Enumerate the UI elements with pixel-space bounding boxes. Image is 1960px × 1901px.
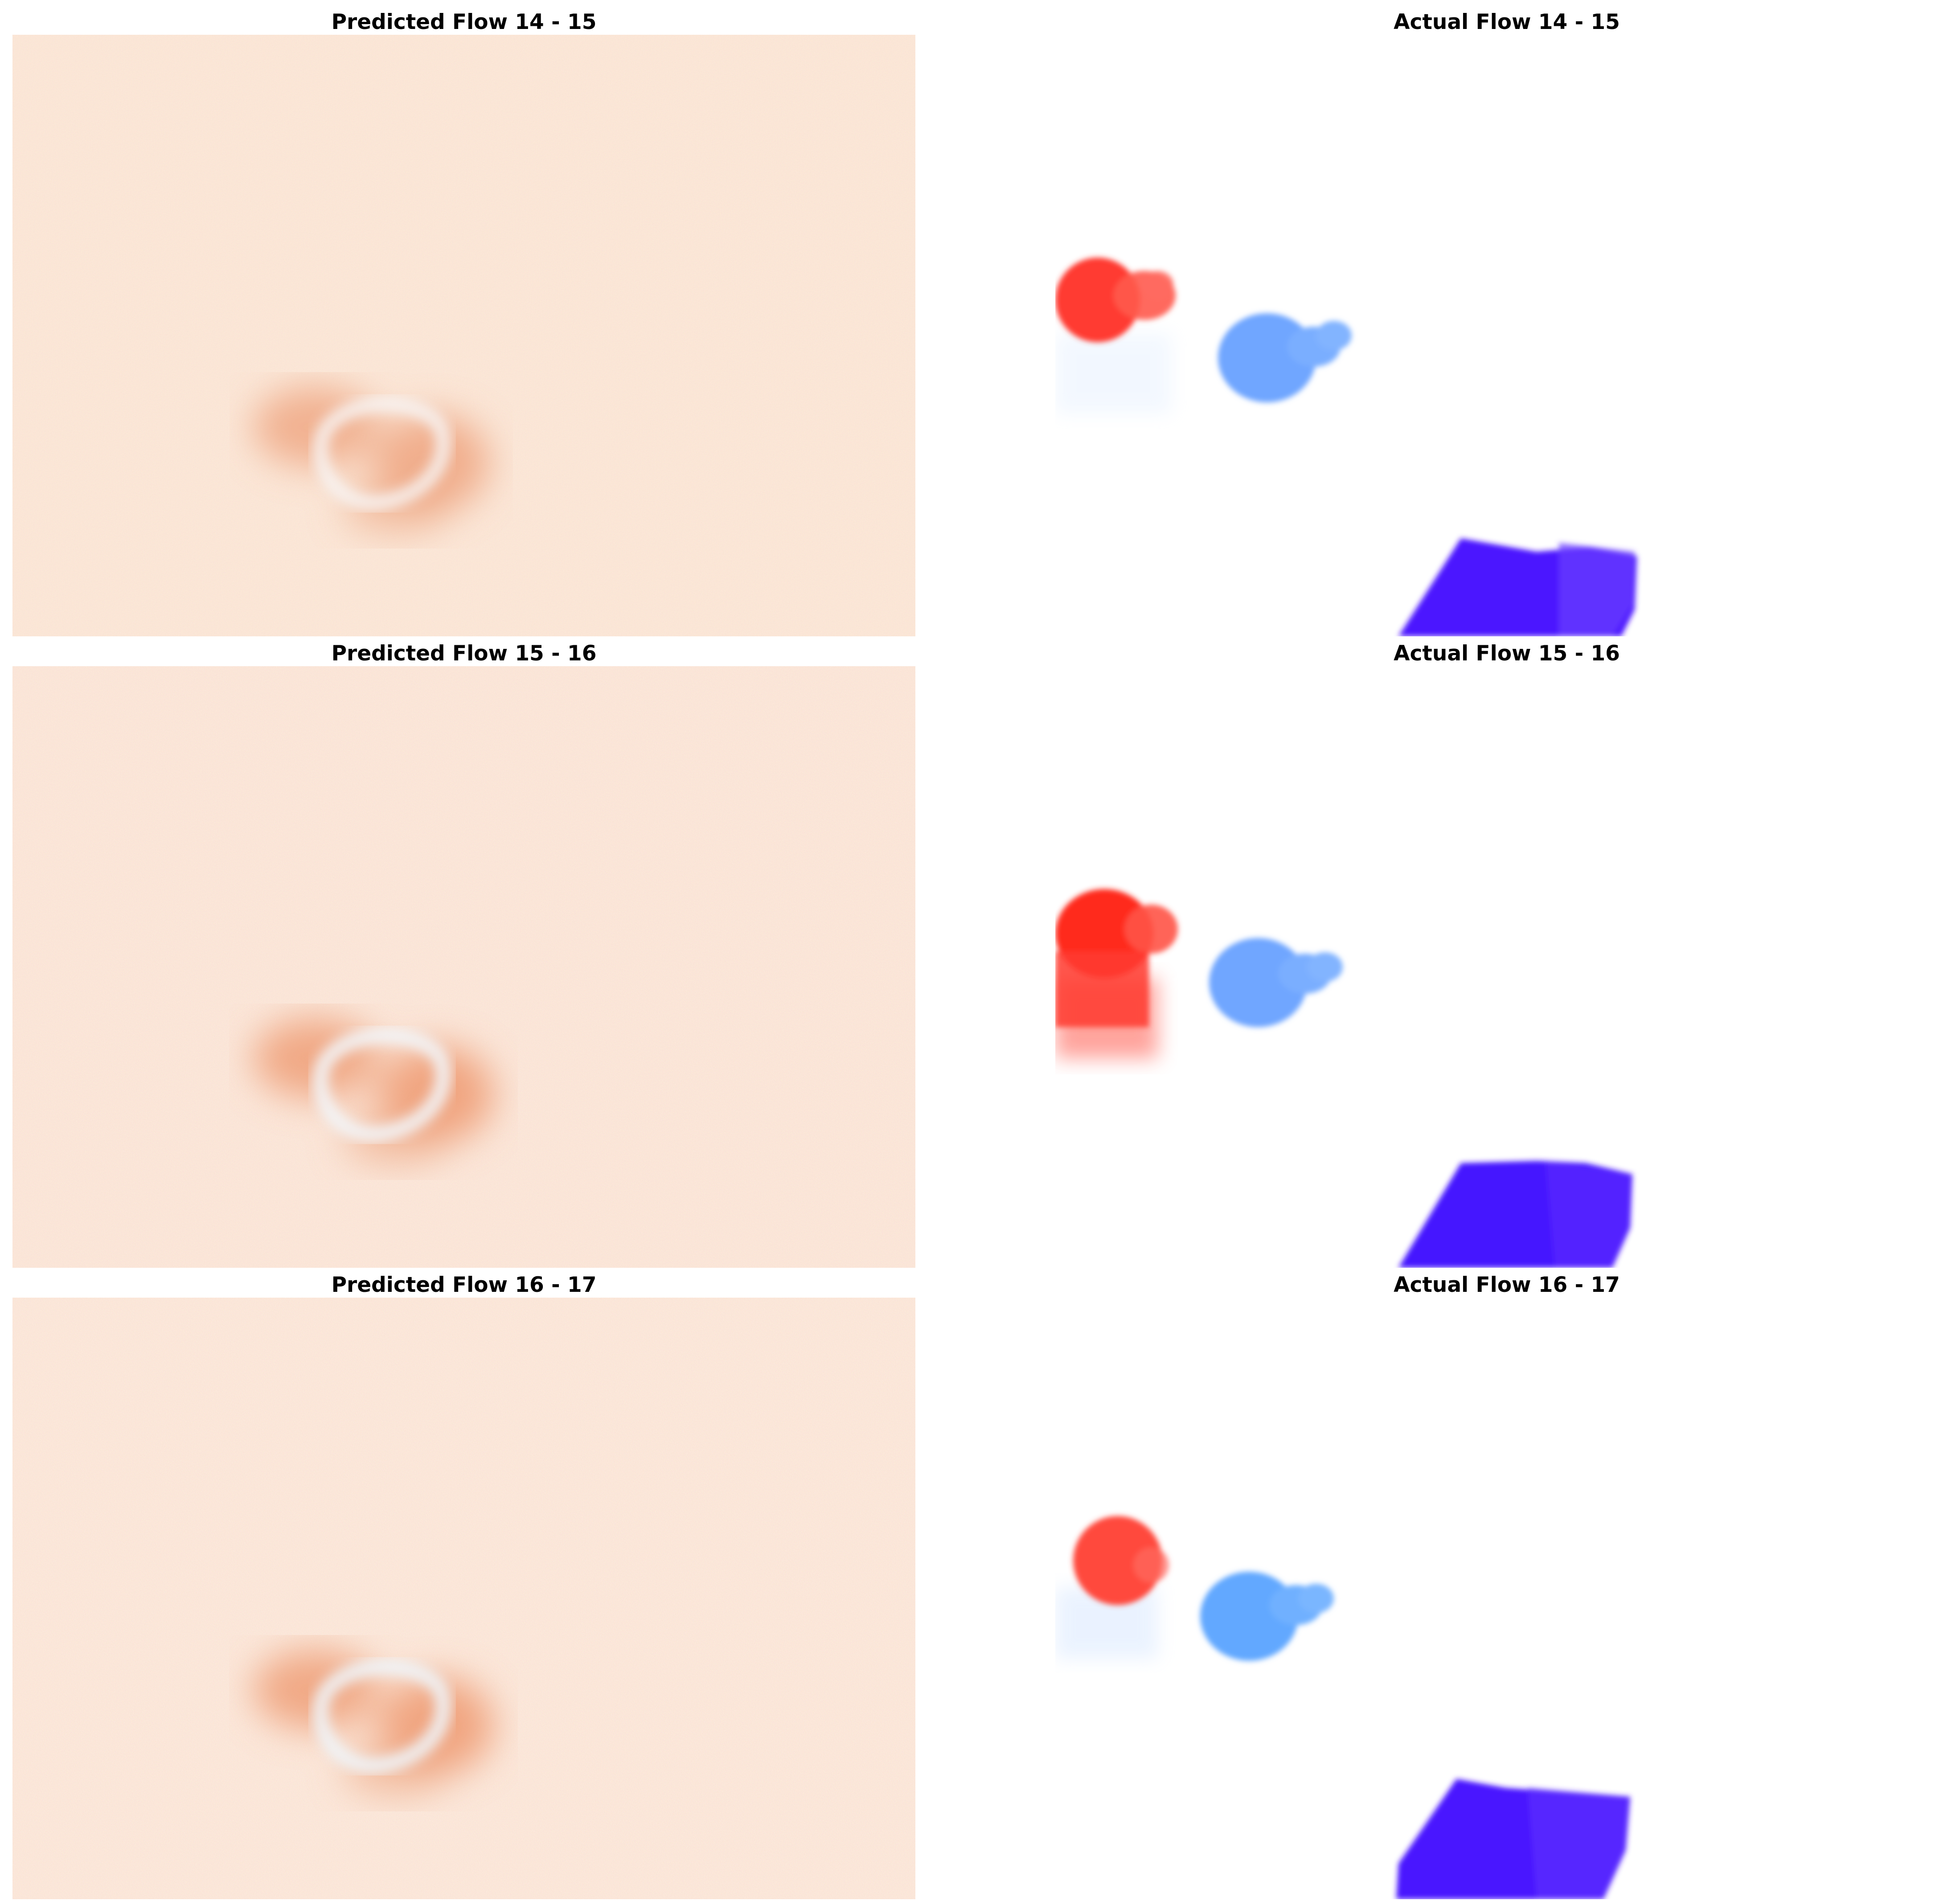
predicted-flow-title-14-15: Predicted Flow 14 - 15 bbox=[331, 10, 597, 34]
predicted-flow-title-16-17: Predicted Flow 16 - 17 bbox=[331, 1273, 597, 1297]
noise-texture bbox=[12, 666, 915, 1268]
red-object bbox=[1073, 1516, 1169, 1605]
actual-flow-title-16-17: Actual Flow 16 - 17 bbox=[1394, 1273, 1620, 1297]
predicted-ring bbox=[312, 1659, 451, 1774]
predicted-flow-image-16-17 bbox=[12, 1298, 915, 1899]
light-blue-object bbox=[1218, 313, 1352, 402]
predicted-flow-title-15-16: Predicted Flow 15 - 16 bbox=[331, 641, 597, 666]
actual-flow-image-16-17 bbox=[1055, 1298, 1958, 1899]
predicted-flow-image-14-15 bbox=[12, 35, 915, 636]
actual-flow-image-15-16 bbox=[1055, 666, 1958, 1268]
violet-object bbox=[1398, 538, 1637, 636]
actual-background bbox=[1055, 35, 1958, 636]
light-blue-object bbox=[1200, 1572, 1334, 1661]
predicted-ring bbox=[313, 396, 451, 511]
actual-flow-title-15-16: Actual Flow 15 - 16 bbox=[1394, 641, 1620, 666]
noise-texture bbox=[12, 35, 915, 636]
red-object-trail bbox=[1055, 333, 1171, 414]
red-object bbox=[1055, 889, 1178, 1027]
violet-object bbox=[1396, 1779, 1630, 1899]
predicted-flow-image-15-16 bbox=[12, 666, 915, 1268]
predicted-ring bbox=[312, 1027, 451, 1143]
light-blue-object bbox=[1209, 938, 1343, 1027]
red-object bbox=[1055, 258, 1176, 342]
violet-object bbox=[1398, 1161, 1632, 1268]
noise-texture bbox=[12, 1298, 915, 1899]
actual-flow-image-14-15 bbox=[1055, 35, 1958, 636]
actual-flow-title-14-15: Actual Flow 14 - 15 bbox=[1394, 10, 1620, 34]
